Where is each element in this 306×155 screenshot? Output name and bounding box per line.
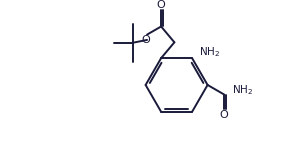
Text: O: O: [220, 110, 229, 120]
Text: NH$_2$: NH$_2$: [200, 45, 221, 59]
Text: O: O: [141, 35, 150, 45]
Text: O: O: [157, 0, 166, 10]
Text: NH$_2$: NH$_2$: [232, 83, 253, 97]
